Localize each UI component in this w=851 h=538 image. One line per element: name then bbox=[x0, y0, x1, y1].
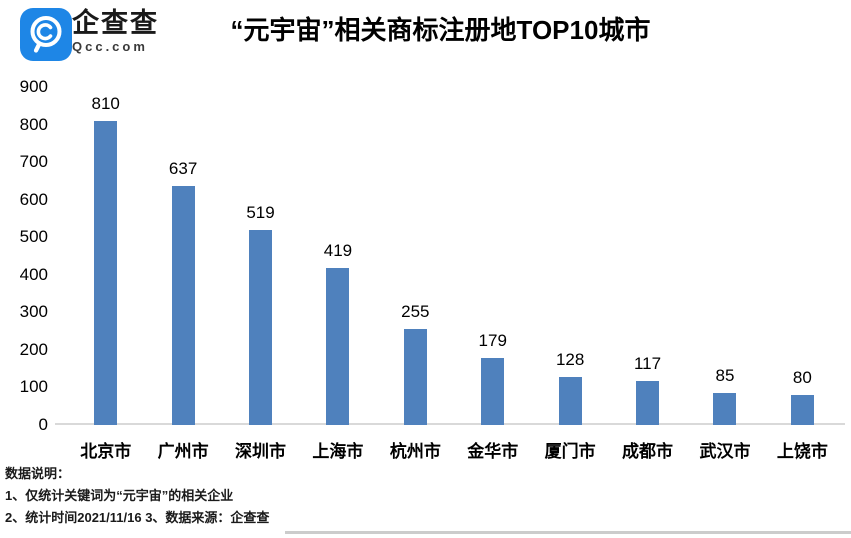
bar-value-label: 85 bbox=[715, 366, 735, 386]
bar bbox=[249, 230, 273, 425]
bar-value-label: 419 bbox=[323, 240, 353, 260]
y-axis: 0 100 200 300 400 500 600 700 800 900 bbox=[0, 0, 48, 440]
plot-area: 810 637 519 419 255 179 128 117 85 80 bbox=[67, 87, 841, 425]
x-axis-labels: 北京市 广州市 深圳市 上海市 杭州市 金华市 厦门市 成都市 武汉市 上饶市 bbox=[67, 441, 841, 463]
logo-text: 企查查 Qcc.com bbox=[72, 8, 159, 55]
note-line: 2、统计时间2021/11/16 3、数据来源：企查查 bbox=[5, 510, 270, 525]
qcc-magnifier-icon bbox=[20, 8, 72, 61]
y-tick-label: 600 bbox=[19, 189, 48, 209]
y-tick-label: 900 bbox=[19, 77, 48, 96]
bar-value-label: 117 bbox=[633, 354, 662, 374]
bar-column: 80 bbox=[764, 87, 841, 425]
bar-column: 128 bbox=[531, 87, 608, 425]
logo-domain: Qcc.com bbox=[72, 39, 148, 54]
bar bbox=[558, 376, 582, 425]
x-category-label: 广州市 bbox=[157, 442, 209, 461]
bar bbox=[403, 329, 427, 425]
bar-value-label: 179 bbox=[478, 330, 507, 350]
note-line: 1、仅统计关键词为“元宇宙”的相关企业 bbox=[5, 488, 234, 503]
bar-column: 117 bbox=[609, 87, 686, 425]
bar-column: 637 bbox=[144, 87, 221, 425]
bar bbox=[94, 120, 118, 425]
x-category-label: 上饶市 bbox=[776, 442, 828, 461]
y-tick-label: 400 bbox=[19, 264, 48, 284]
y-tick-label: 700 bbox=[19, 152, 48, 172]
page-title: “元宇宙”相关商标注册地TOP10城市 bbox=[230, 15, 651, 45]
x-category-label: 厦门市 bbox=[544, 442, 596, 461]
bar-value-label: 80 bbox=[792, 367, 812, 387]
y-tick-label: 500 bbox=[19, 227, 48, 247]
bar-column: 519 bbox=[222, 87, 299, 425]
bar-column: 255 bbox=[377, 87, 454, 425]
x-category-label: 金华市 bbox=[467, 442, 519, 461]
bar-column: 419 bbox=[299, 87, 376, 425]
bottom-divider bbox=[285, 531, 851, 534]
x-category-label: 成都市 bbox=[622, 442, 674, 461]
bar-column: 85 bbox=[686, 87, 763, 425]
x-axis-baseline bbox=[55, 423, 845, 425]
logo-name: 企查查 bbox=[72, 8, 159, 38]
bar bbox=[636, 381, 660, 425]
y-tick-label: 800 bbox=[19, 114, 48, 134]
bar-column: 810 bbox=[67, 87, 144, 425]
x-category-label: 深圳市 bbox=[235, 442, 287, 461]
qcc-logo bbox=[20, 8, 72, 61]
bar-column: 179 bbox=[454, 87, 531, 425]
x-category-label: 北京市 bbox=[80, 442, 132, 461]
footer-notes: 数据说明： 1、仅统计关键词为“元宇宙”的相关企业 2、统计时间2021/11/… bbox=[5, 466, 269, 532]
x-category-label: 杭州市 bbox=[389, 442, 441, 461]
bar bbox=[790, 394, 814, 425]
y-tick-label: 0 bbox=[38, 415, 48, 434]
bar bbox=[713, 393, 737, 425]
x-category-label: 上海市 bbox=[312, 442, 364, 461]
bar bbox=[171, 185, 195, 425]
bar bbox=[326, 267, 350, 425]
note-title: 数据说明： bbox=[5, 466, 71, 481]
bar bbox=[481, 357, 505, 425]
x-category-label: 武汉市 bbox=[699, 442, 751, 461]
y-tick-label: 300 bbox=[19, 302, 48, 322]
y-tick-label: 100 bbox=[19, 377, 48, 397]
bar-value-label: 255 bbox=[401, 302, 430, 322]
bar-value-label: 519 bbox=[246, 203, 275, 223]
bar-value-label: 128 bbox=[555, 349, 585, 369]
bar-value-label: 810 bbox=[91, 93, 120, 113]
y-tick-label: 200 bbox=[19, 339, 48, 359]
bar-value-label: 637 bbox=[168, 158, 198, 178]
